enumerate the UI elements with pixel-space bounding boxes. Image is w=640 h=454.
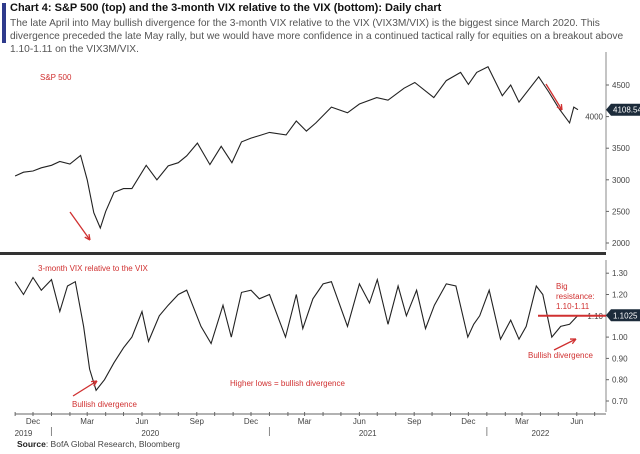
y-tick-label: 0.70 — [612, 397, 628, 406]
panel-title: S&P 500 — [40, 73, 72, 82]
x-year-label: 2022 — [532, 429, 550, 438]
y-tick-label: 1.00 — [612, 333, 628, 342]
x-month-label: Dec — [244, 417, 258, 426]
y-tick-label: 4500 — [612, 81, 630, 90]
x-month-label: Jun — [136, 417, 149, 426]
x-year-label: 2020 — [141, 429, 159, 438]
last-value-tag — [606, 103, 640, 116]
x-month-label: Mar — [515, 417, 529, 426]
source-label: Source — [17, 439, 46, 449]
vix-arrow-2020 — [72, 380, 98, 397]
annotation-resistance: Big — [556, 282, 568, 291]
chart-title: Chart 4: S&P 500 (top) and the 3-month V… — [10, 2, 442, 14]
y-tick-label: 0.80 — [612, 376, 628, 385]
annotation-higher-lows: Higher lows = bullish divergence — [230, 379, 346, 388]
x-month-label: Jun — [570, 417, 583, 426]
vix-arrow-2022 — [553, 338, 577, 351]
sp500-arrow-2020-head — [84, 233, 91, 241]
x-month-label: Sep — [407, 417, 422, 426]
y-tick-label: 4000 — [585, 113, 603, 122]
y-tick-label: 3000 — [612, 176, 630, 185]
x-month-label: Dec — [461, 417, 475, 426]
y-tick-label: 2500 — [612, 207, 630, 216]
y-tick-label: 1.20 — [612, 291, 628, 300]
x-year-label: 2021 — [359, 429, 377, 438]
panel-title: 3-month VIX relative to the VIX — [38, 264, 148, 273]
sp500-arrow-2020 — [69, 211, 91, 241]
sp500-arrow-2022 — [545, 83, 563, 111]
vix-ratio-line — [14, 276, 579, 392]
y-tick-label: 3500 — [612, 144, 630, 153]
panel-divider — [0, 252, 606, 255]
chart-subtitle: The late April into May bullish divergen… — [10, 18, 624, 55]
annotation-resistance: 1.10-1.11 — [556, 302, 590, 311]
accent-bar — [2, 3, 6, 43]
x-month-label: Mar — [298, 417, 312, 426]
vix-arrow-2022-head — [569, 338, 577, 345]
x-month-label: Dec — [26, 417, 40, 426]
y-tick-label: 0.90 — [612, 354, 628, 363]
source-note: Source: BofA Global Research, Bloomberg — [17, 439, 180, 449]
source-text: : BofA Global Research, Bloomberg — [45, 439, 181, 449]
sp500-arrow-2022-head — [556, 103, 563, 111]
annotation-bullish-2020: Bullish divergence — [72, 400, 137, 409]
last-value-tag — [606, 309, 640, 322]
sp500-line — [14, 65, 579, 230]
last-value-label: 4108.54 — [613, 106, 640, 115]
x-month-label: Sep — [190, 417, 205, 426]
x-year-label: 2019 — [15, 429, 33, 438]
x-month-label: Jun — [353, 417, 366, 426]
vix-arrow-2020-head — [90, 380, 98, 387]
y-tick-label: 1.30 — [612, 269, 628, 278]
x-month-label: Mar — [80, 417, 94, 426]
y-tick-label: 2000 — [612, 239, 630, 248]
last-value-label: 1.1025 — [613, 311, 638, 320]
annotation-resistance: resistance: — [556, 292, 595, 301]
annotation-bullish-2022: Bullish divergence — [528, 351, 593, 360]
chart-header: Chart 4: S&P 500 (top) and the 3-month V… — [0, 0, 640, 55]
